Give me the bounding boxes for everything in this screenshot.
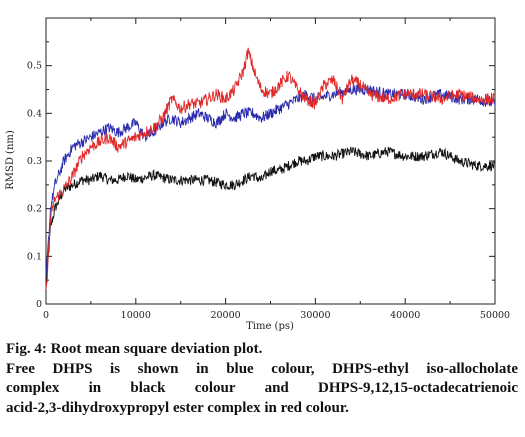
x-tick-label: 10000 <box>121 310 151 321</box>
x-tick-label: 20000 <box>210 310 240 321</box>
series-line-black <box>45 146 496 289</box>
y-tick-label: 0.4 <box>27 108 42 119</box>
y-tick-label: 0.3 <box>27 156 42 167</box>
plot-frame <box>45 17 496 305</box>
x-tick-label: 30000 <box>300 310 330 321</box>
y-tick-label: 0.5 <box>27 61 42 72</box>
y-tick-label: 0.1 <box>27 251 42 262</box>
figure-caption: Fig. 4: Root mean square deviation plot.… <box>6 340 518 418</box>
x-tick-label: 50000 <box>480 310 510 321</box>
y-tick-label: 0 <box>36 299 42 310</box>
x-axis-title: Time (ps) <box>246 321 294 332</box>
caption-line-3: complex in black colour and DHPS-9,12,15… <box>6 380 518 396</box>
caption-line-2: Free DHPS is shown in blue colour, DHPS-… <box>6 360 518 377</box>
y-axis-title: RMSD (nm) <box>5 130 16 190</box>
x-tick-label: 0 <box>43 310 49 321</box>
caption-line-1: Fig. 4: Root mean square deviation plot. <box>6 341 263 357</box>
caption-line-4: acid-2,3-dihydroxypropyl ester complex i… <box>6 399 349 416</box>
series-line-red <box>45 47 496 290</box>
rmsd-chart: 0 10000 20000 30000 40000 50000 0 0.1 0.2 0.3 0.4 0… <box>5 17 510 332</box>
x-tick-label: 40000 <box>390 310 420 321</box>
y-tick-label: 0.2 <box>27 204 42 215</box>
